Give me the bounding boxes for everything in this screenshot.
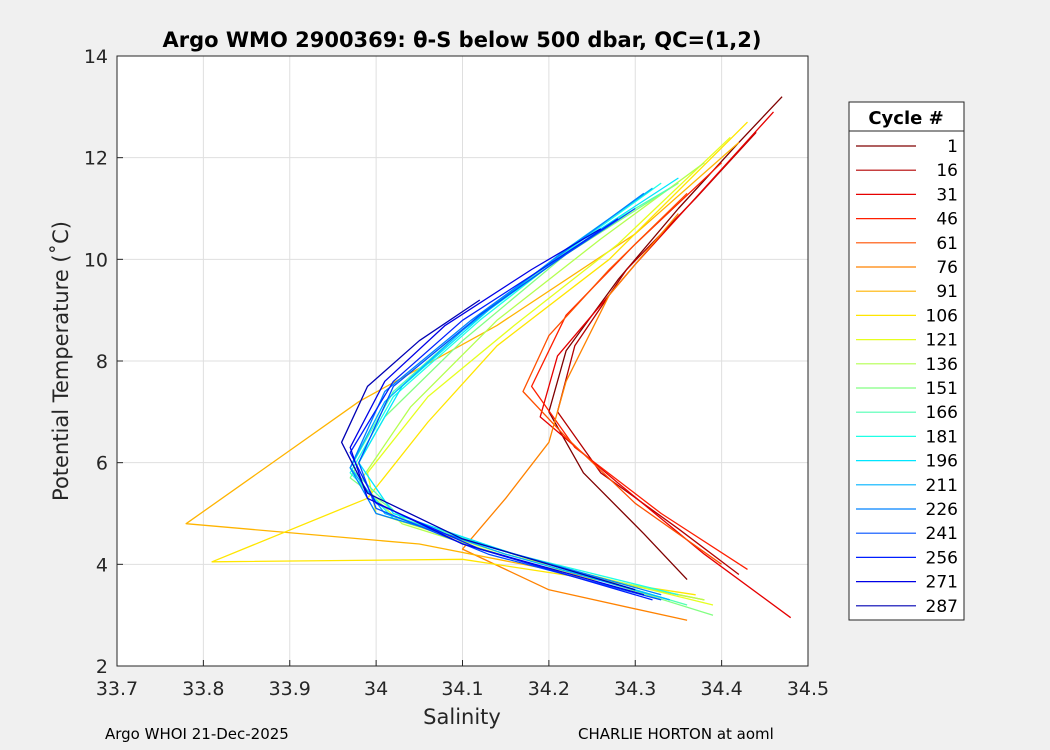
legend-label-91: 91: [936, 282, 958, 302]
legend-label-76: 76: [936, 258, 958, 278]
series-271-trace: [349, 228, 645, 596]
y-tick-label: 2: [96, 656, 108, 678]
x-tick-label: 33.9: [269, 678, 311, 700]
axis-ticks: 33.7 33.8 33.9 34 34.1 34.2 34.3 34.4 34.5 2 4 6 8 10…: [84, 46, 829, 700]
y-axis-label: Potential Temperature (˚C): [49, 221, 73, 501]
x-tick-label: 34.3: [614, 678, 656, 700]
x-tick-label: 34: [364, 678, 388, 700]
legend-label-181: 181: [926, 427, 958, 447]
legend-label-241: 241: [926, 524, 958, 544]
legend-title: Cycle #: [868, 108, 943, 129]
legend-entries: 1 16 31 46 61 76 91 106 121 136 151 166 181 196 211 226…: [856, 137, 958, 617]
footer-right-caption: CHARLIE HORTON at aoml: [578, 725, 774, 743]
x-tick-label: 33.8: [182, 678, 224, 700]
legend-label-256: 256: [926, 548, 958, 568]
series-1-trace: [548, 96, 783, 581]
legend-label-1: 1: [947, 137, 958, 157]
x-tick-label: 34.4: [700, 678, 742, 700]
legend-label-211: 211: [926, 476, 958, 496]
series-106-trace: [211, 121, 748, 596]
legend-label-151: 151: [926, 379, 958, 399]
x-tick-label: 34.5: [787, 678, 829, 700]
x-tick-label: 34.1: [441, 678, 483, 700]
series-287-trace: [340, 299, 636, 591]
legend-label-106: 106: [926, 306, 958, 326]
y-tick-label: 10: [84, 249, 108, 271]
x-tick-label: 34.2: [528, 678, 570, 700]
x-tick-label: 33.7: [96, 678, 138, 700]
legend-label-287: 287: [926, 597, 958, 617]
series-256-trace: [349, 218, 653, 601]
legend-label-166: 166: [926, 403, 958, 423]
legend-label-271: 271: [926, 573, 958, 593]
chart-title: Argo WMO 2900369: θ-S below 500 dbar, QC…: [163, 28, 762, 52]
profile-traces: [185, 96, 792, 621]
legend: Cycle # 11631466176911061211361511661811…: [848, 101, 965, 621]
x-axis-label: Salinity: [423, 705, 501, 729]
series-61-trace: [522, 192, 722, 565]
legend-label-31: 31: [936, 185, 958, 205]
series-76-trace: [461, 213, 688, 621]
legend-label-16: 16: [936, 161, 958, 181]
y-tick-label: 6: [96, 453, 108, 475]
y-tick-label: 8: [96, 351, 108, 373]
y-tick-label: 14: [84, 46, 108, 68]
y-tick-label: 4: [96, 554, 108, 576]
legend-label-136: 136: [926, 355, 958, 375]
legend-label-61: 61: [936, 234, 958, 254]
footer-left-caption: Argo WHOI 21-Dec-2025: [105, 725, 289, 743]
legend-label-46: 46: [936, 210, 958, 230]
legend-label-226: 226: [926, 500, 958, 520]
y-tick-label: 12: [84, 148, 108, 170]
legend-label-121: 121: [926, 331, 958, 351]
legend-label-196: 196: [926, 452, 958, 472]
